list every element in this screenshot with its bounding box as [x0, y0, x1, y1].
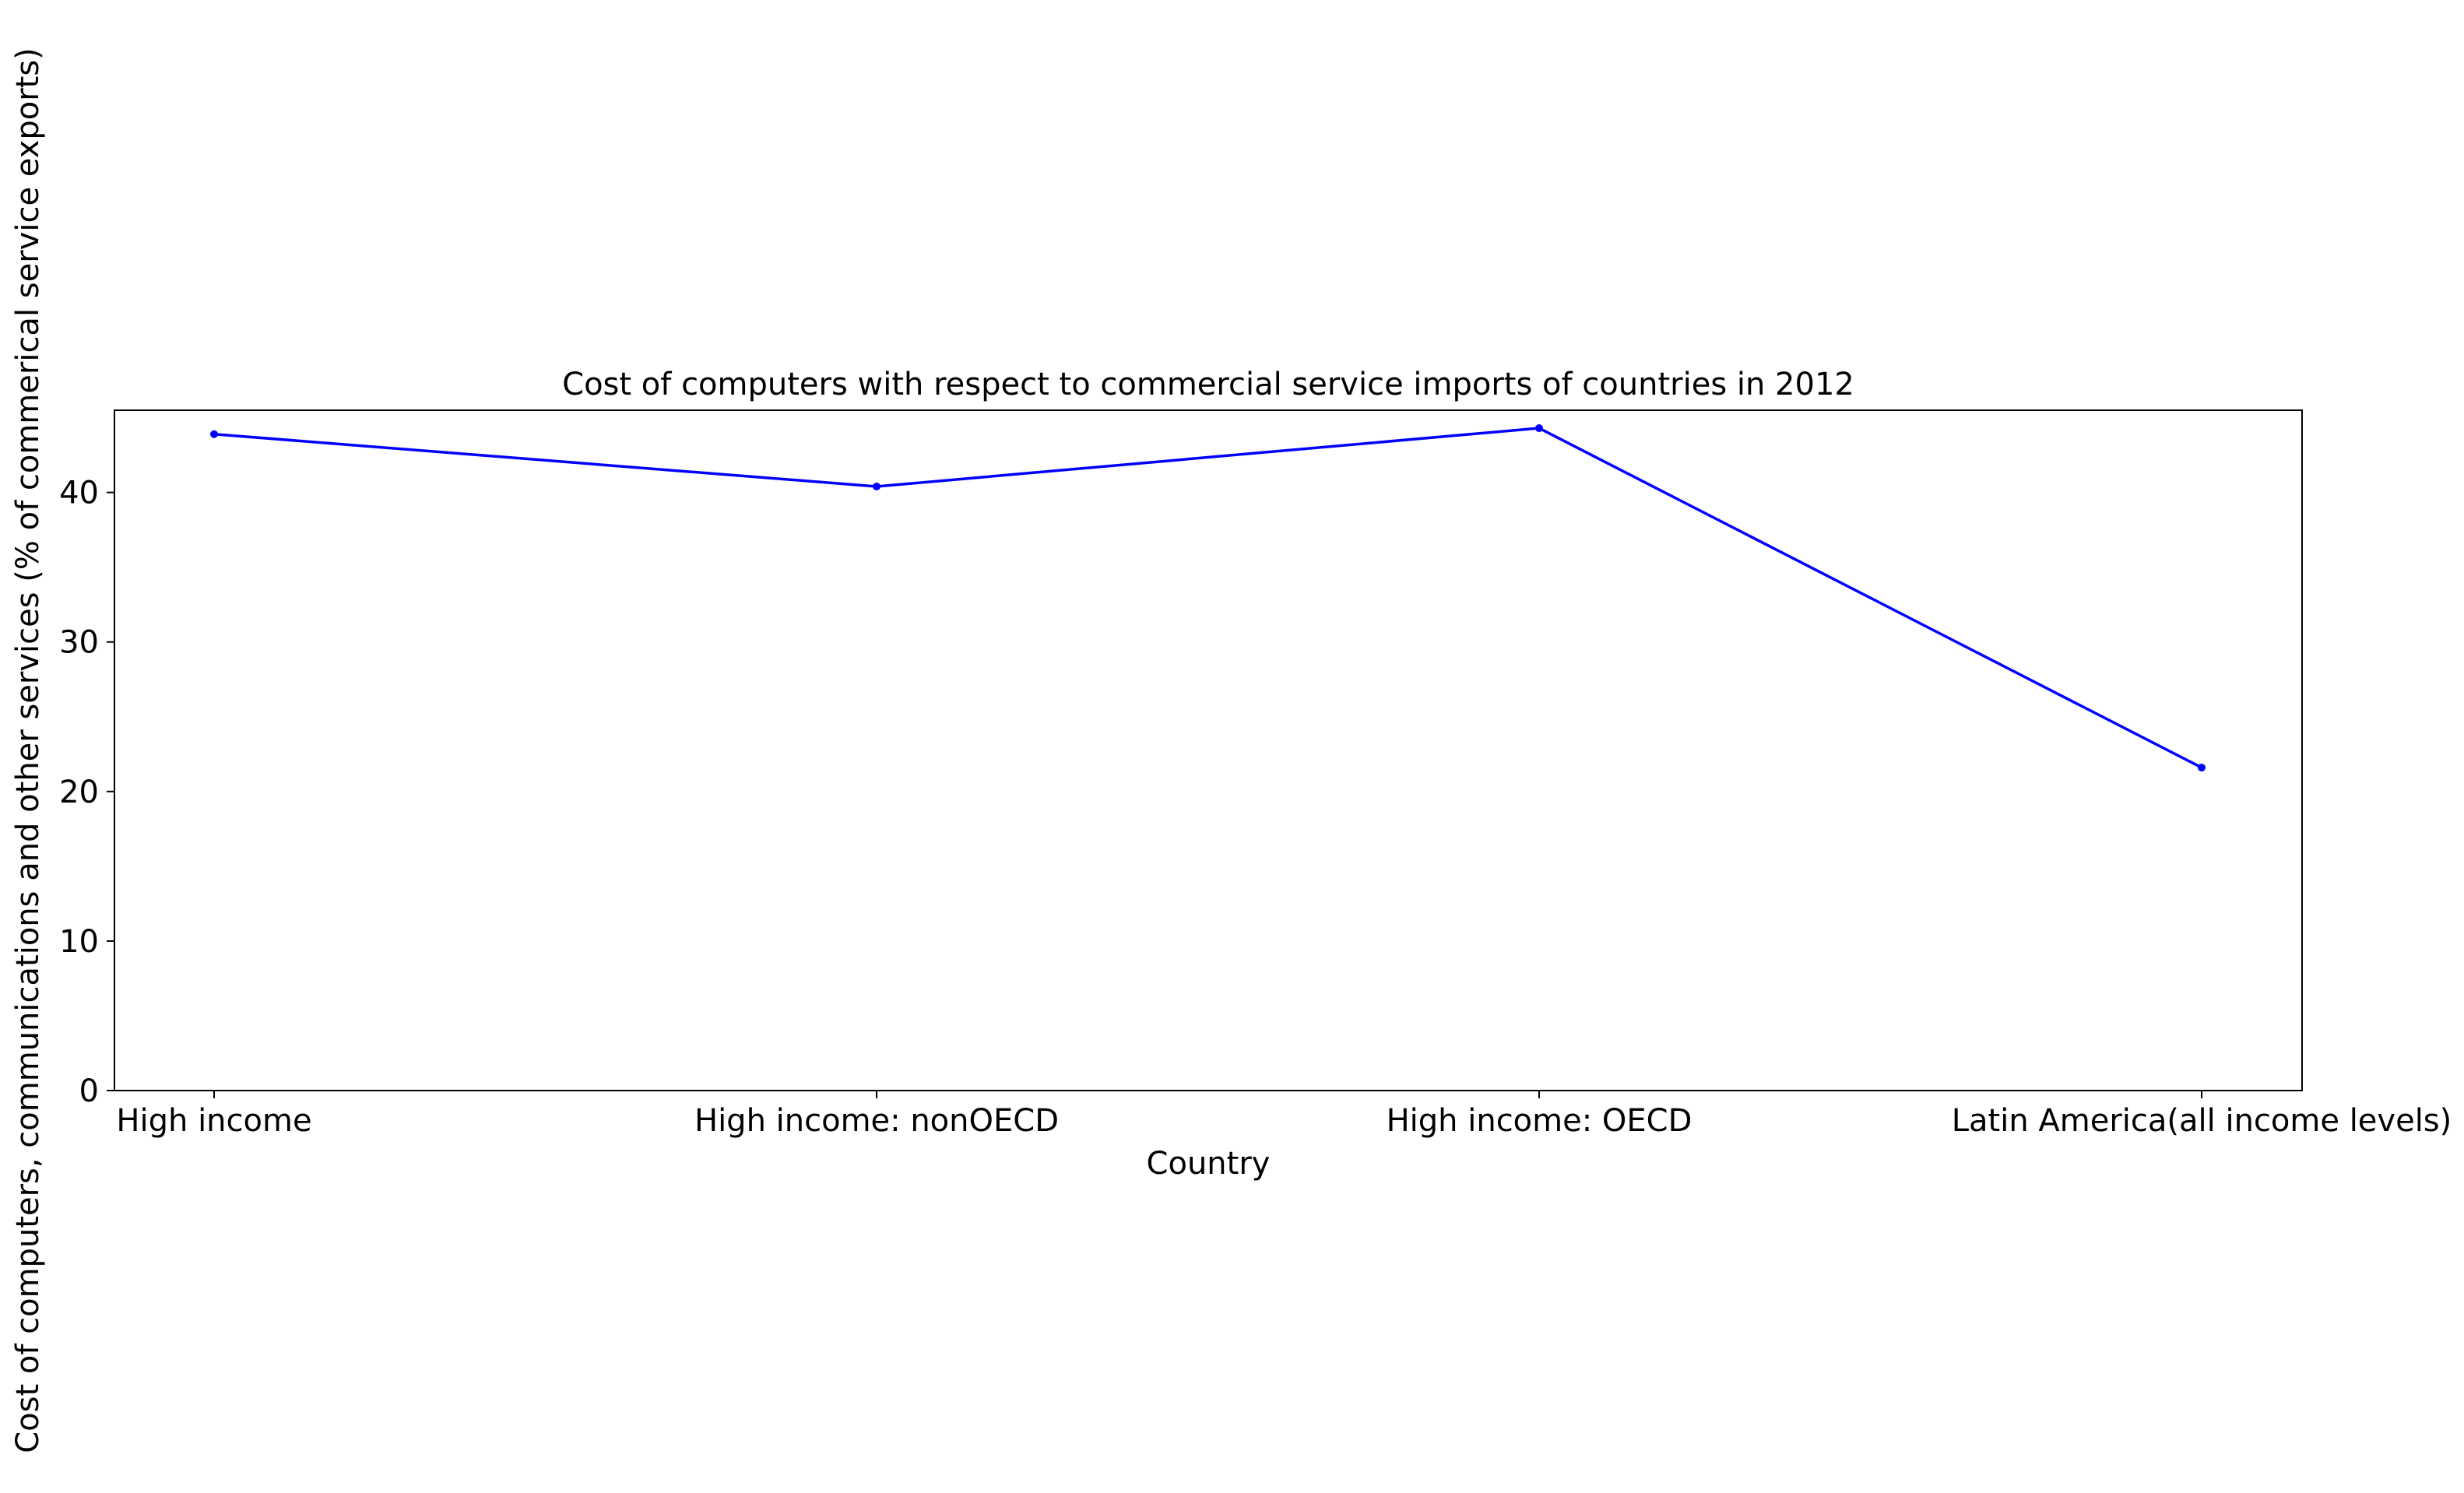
y-tick-label: 0	[79, 1073, 99, 1109]
y-tick-label: 40	[59, 476, 99, 511]
y-axis-label: Cost of computers, communications and ot…	[10, 47, 46, 1453]
x-axis-label: Country	[1147, 1146, 1271, 1182]
y-tick-label: 30	[59, 625, 99, 661]
x-tick-label: High income: nonOECD	[694, 1103, 1059, 1139]
series-line	[213, 427, 2202, 769]
data-point	[2198, 764, 2206, 772]
series-group	[210, 424, 2206, 772]
data-point	[1535, 424, 1543, 433]
y-axis: 0 10 20 30 40	[59, 476, 114, 1109]
x-tick-label: High income	[116, 1103, 311, 1139]
x-axis: High income High income: nonOECD High inco…	[116, 1091, 2452, 1139]
x-tick-label: Latin America(all income levels)	[1952, 1103, 2452, 1139]
plot-area-frame	[114, 409, 2303, 1091]
data-point	[873, 482, 881, 490]
y-tick-label: 10	[59, 924, 99, 960]
data-point	[210, 430, 218, 438]
x-tick-label: High income: OECD	[1387, 1103, 1692, 1139]
y-tick-label: 20	[59, 775, 99, 810]
chart-title: Cost of computers with respect to commer…	[562, 367, 1854, 402]
